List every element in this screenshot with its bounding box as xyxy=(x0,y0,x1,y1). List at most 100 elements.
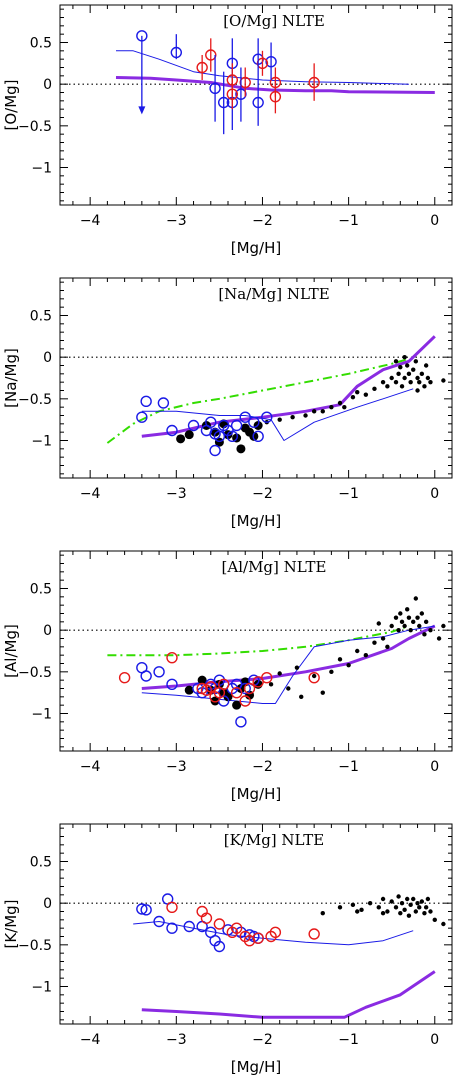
data-point-black xyxy=(413,909,419,914)
plot-area xyxy=(60,335,452,457)
data-point-black xyxy=(408,379,413,385)
chart-panel-3: −4 −3 −2 −1 0 0.5 0 −0.5 −1 [Mg/H] [Al/Mg] [Al/Mg] … xyxy=(2,550,453,803)
data-point-black xyxy=(396,894,401,899)
data-point-black xyxy=(389,375,394,381)
data-point-black xyxy=(415,900,420,906)
x-tick-label: 0 xyxy=(430,759,439,775)
data-point-black xyxy=(385,909,390,914)
data-point-black xyxy=(320,910,325,916)
data-point-blue xyxy=(248,416,260,428)
data-point-black xyxy=(399,900,405,906)
data-point-blue xyxy=(239,411,251,423)
data-point-black xyxy=(311,673,317,679)
data-point-black xyxy=(214,437,224,447)
data-point-black xyxy=(417,623,422,629)
data-point-black xyxy=(385,644,390,650)
data-point-black xyxy=(363,652,369,658)
series-line-blue xyxy=(141,388,414,441)
x-tick-label: 0 xyxy=(430,213,439,229)
data-point-black xyxy=(337,657,343,662)
data-point-black xyxy=(337,905,343,910)
data-point-black xyxy=(415,375,420,381)
data-point-blue xyxy=(226,430,239,443)
data-point-blue xyxy=(153,666,165,678)
data-point-red xyxy=(308,928,320,940)
data-point-black xyxy=(402,354,407,360)
data-point-red xyxy=(205,681,217,693)
data-point-black xyxy=(405,607,410,612)
data-point-black xyxy=(376,905,381,910)
data-point-blue xyxy=(140,395,152,408)
data-point-black xyxy=(405,896,410,902)
data-point-black xyxy=(411,619,416,625)
data-point-black xyxy=(236,444,246,454)
data-point-black xyxy=(423,905,429,910)
data-point-red xyxy=(230,922,243,934)
data-point-black xyxy=(329,404,334,410)
series-line-blue xyxy=(141,625,435,704)
x-tick-label: −2 xyxy=(252,486,273,502)
data-point-black xyxy=(367,900,373,906)
data-point-black xyxy=(299,694,304,700)
panel-title: [Na/Mg] NLTE xyxy=(218,285,329,303)
data-point-black xyxy=(422,384,427,389)
data-point-red xyxy=(252,932,264,944)
data-point-black xyxy=(197,675,207,685)
data-point-red xyxy=(200,912,213,924)
data-point-blue xyxy=(157,397,170,409)
y-tick-label: −1 xyxy=(31,161,52,177)
data-point-black xyxy=(346,662,351,668)
series-line-green xyxy=(107,625,410,657)
data-point-blue xyxy=(140,904,152,916)
y-tick-label: −0.5 xyxy=(18,392,52,408)
chart-panel-1: −4 −3 −2 −1 0 0.5 0 −0.5 −1 [Mg/H] [O/Mg] [O/Mg] NL… xyxy=(2,4,453,257)
data-point-red xyxy=(261,671,273,684)
panel-title: [O/Mg] NLTE xyxy=(223,12,325,30)
data-point-blue xyxy=(166,424,178,437)
data-point-black xyxy=(423,619,429,625)
x-tick-label: 0 xyxy=(430,486,439,502)
x-tick-label: −3 xyxy=(166,1032,187,1048)
data-point-red xyxy=(213,918,226,930)
x-tick-label: −3 xyxy=(166,213,187,229)
data-point-black xyxy=(406,615,412,620)
data-point-black xyxy=(399,619,405,625)
plot-frame xyxy=(59,4,453,206)
y-tick-label: −0.5 xyxy=(18,665,52,681)
data-point-black xyxy=(176,434,186,444)
data-point-black xyxy=(441,378,446,383)
data-point-black xyxy=(432,917,437,923)
data-point-black xyxy=(372,640,377,645)
upper-limit-arrowhead xyxy=(138,106,146,115)
data-point-black xyxy=(355,909,360,914)
data-point-black xyxy=(405,363,410,368)
data-point-black xyxy=(223,692,233,702)
data-point-black xyxy=(411,367,416,372)
x-axis-label: [Mg/H] xyxy=(231,512,282,530)
plot-frame xyxy=(59,823,453,1025)
data-point-blue xyxy=(136,411,148,423)
x-tick-label: −1 xyxy=(338,213,359,229)
data-point-black xyxy=(380,896,386,902)
data-point-black xyxy=(184,685,194,695)
data-point-blue xyxy=(213,940,226,953)
x-axis-label: [Mg/H] xyxy=(231,785,282,803)
y-tick-label: 0.5 xyxy=(30,582,52,598)
data-point-black xyxy=(277,417,282,422)
data-point-blue xyxy=(230,419,243,432)
x-tick-label: −4 xyxy=(80,213,101,229)
data-point-black xyxy=(402,623,407,629)
plot-area xyxy=(60,893,452,1019)
data-point-black xyxy=(398,611,403,616)
data-point-black xyxy=(422,910,427,916)
data-point-black xyxy=(425,896,431,902)
series-line-purple xyxy=(141,624,436,690)
data-point-black xyxy=(363,392,369,397)
data-point-black xyxy=(393,615,399,620)
data-point-black xyxy=(393,905,399,910)
data-point-black xyxy=(376,621,381,626)
data-point-black xyxy=(408,627,413,633)
data-point-red xyxy=(308,671,320,684)
data-point-black xyxy=(329,669,334,675)
data-point-black xyxy=(350,902,356,908)
